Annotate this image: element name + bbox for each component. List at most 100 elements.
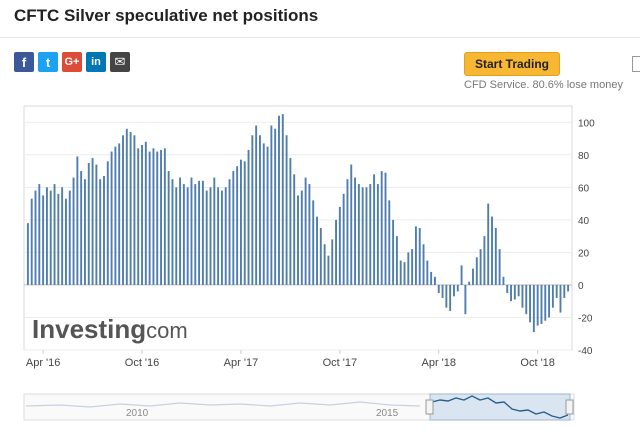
bar [342, 193, 345, 285]
bar [403, 262, 406, 285]
bar [513, 284, 516, 300]
bar [399, 260, 402, 285]
bar [525, 284, 528, 315]
y-tick-label: 20 [578, 248, 590, 259]
bar [411, 249, 414, 285]
net-positions-chart: 100 80 60 40 20 0 -20 -40 Apr '16 Oct '16 Apr '17… [23, 105, 595, 421]
x-tick-label: Oct '18 [520, 357, 555, 369]
bar [243, 161, 246, 285]
twitter-icon[interactable]: t [38, 52, 58, 72]
bar [182, 184, 185, 285]
bar [479, 249, 482, 285]
time-navigator[interactable]: 2010 2015 [23, 393, 575, 421]
bar [376, 184, 379, 285]
bar [414, 226, 417, 285]
bar-series [26, 114, 570, 333]
bar [464, 284, 467, 315]
bar [137, 148, 140, 285]
y-tick-label: 80 [578, 151, 590, 162]
bar [422, 244, 425, 285]
bar [122, 135, 124, 285]
bar [80, 171, 83, 285]
navigator-history-line [25, 401, 421, 408]
x-tick-label: Oct '16 [125, 357, 160, 369]
start-trading-button[interactable]: Start Trading [464, 52, 560, 76]
google-plus-icon[interactable]: G+ [62, 52, 82, 72]
bar [361, 187, 364, 285]
y-tick-label: 60 [578, 183, 590, 194]
bar [312, 200, 315, 285]
bar [236, 166, 239, 285]
bar [278, 115, 280, 285]
facebook-icon[interactable]: f [14, 52, 34, 72]
bar [472, 268, 474, 285]
bar [551, 284, 554, 308]
page-title: CFTC Silver speculative net positions [14, 6, 319, 25]
navigator-handle-left[interactable] [425, 399, 434, 415]
bar [57, 193, 60, 285]
bar [373, 174, 376, 285]
navigator-handle-right[interactable] [565, 399, 574, 415]
bar [567, 284, 570, 292]
y-tick-label: 100 [578, 118, 595, 129]
bar [449, 284, 452, 311]
bar [144, 141, 147, 285]
print-icon[interactable] [632, 56, 640, 72]
bar [331, 239, 334, 285]
bar [118, 143, 121, 285]
bar [338, 206, 341, 285]
navigator-selection-line [431, 395, 569, 419]
bar [407, 252, 410, 285]
bar [559, 284, 562, 313]
y-axis-labels: 100 80 60 40 20 0 -20 -40 [578, 118, 595, 357]
header-divider [0, 37, 640, 38]
bar [156, 151, 159, 285]
bar [308, 184, 311, 285]
bar [365, 187, 368, 285]
y-tick-label: 0 [578, 281, 584, 292]
bar [99, 179, 102, 285]
bar [529, 284, 531, 323]
bar [434, 276, 436, 285]
bar [270, 125, 273, 285]
bar [285, 135, 288, 285]
x-tick-label: Apr '18 [421, 357, 456, 369]
bar [190, 177, 193, 285]
bar [510, 284, 512, 302]
bar [217, 187, 220, 285]
navigator-label-2015: 2015 [376, 408, 399, 419]
bar [259, 135, 261, 285]
bar [426, 260, 429, 285]
bar [239, 159, 242, 285]
bar [297, 195, 299, 285]
bar [392, 219, 395, 285]
bar [133, 135, 136, 285]
bar [323, 244, 326, 285]
bar [171, 179, 174, 285]
bar [498, 249, 501, 285]
bar [26, 223, 29, 285]
email-icon[interactable]: ✉ [110, 52, 130, 72]
investing-logo: Investing .com [32, 314, 188, 344]
bar [453, 284, 455, 297]
navigator-selection[interactable] [429, 393, 571, 421]
bar [289, 158, 292, 285]
bar [251, 135, 254, 285]
bar [445, 284, 448, 308]
bar [293, 174, 296, 285]
bar [350, 164, 353, 285]
bar [30, 198, 33, 285]
bar [456, 284, 459, 292]
logo-brand: Investing [32, 314, 146, 344]
bar [346, 179, 349, 285]
cfd-disclaimer: CFD Service. 80.6% lose money [464, 79, 623, 91]
navigator-label-2010: 2010 [126, 408, 149, 419]
bar [544, 284, 547, 321]
x-tick-label: Oct '17 [323, 357, 358, 369]
bar [487, 203, 490, 285]
bar [72, 177, 75, 285]
y-tick-label: -40 [578, 346, 593, 357]
bar [152, 148, 155, 285]
bar [213, 177, 216, 285]
linkedin-icon[interactable]: in [86, 52, 106, 72]
